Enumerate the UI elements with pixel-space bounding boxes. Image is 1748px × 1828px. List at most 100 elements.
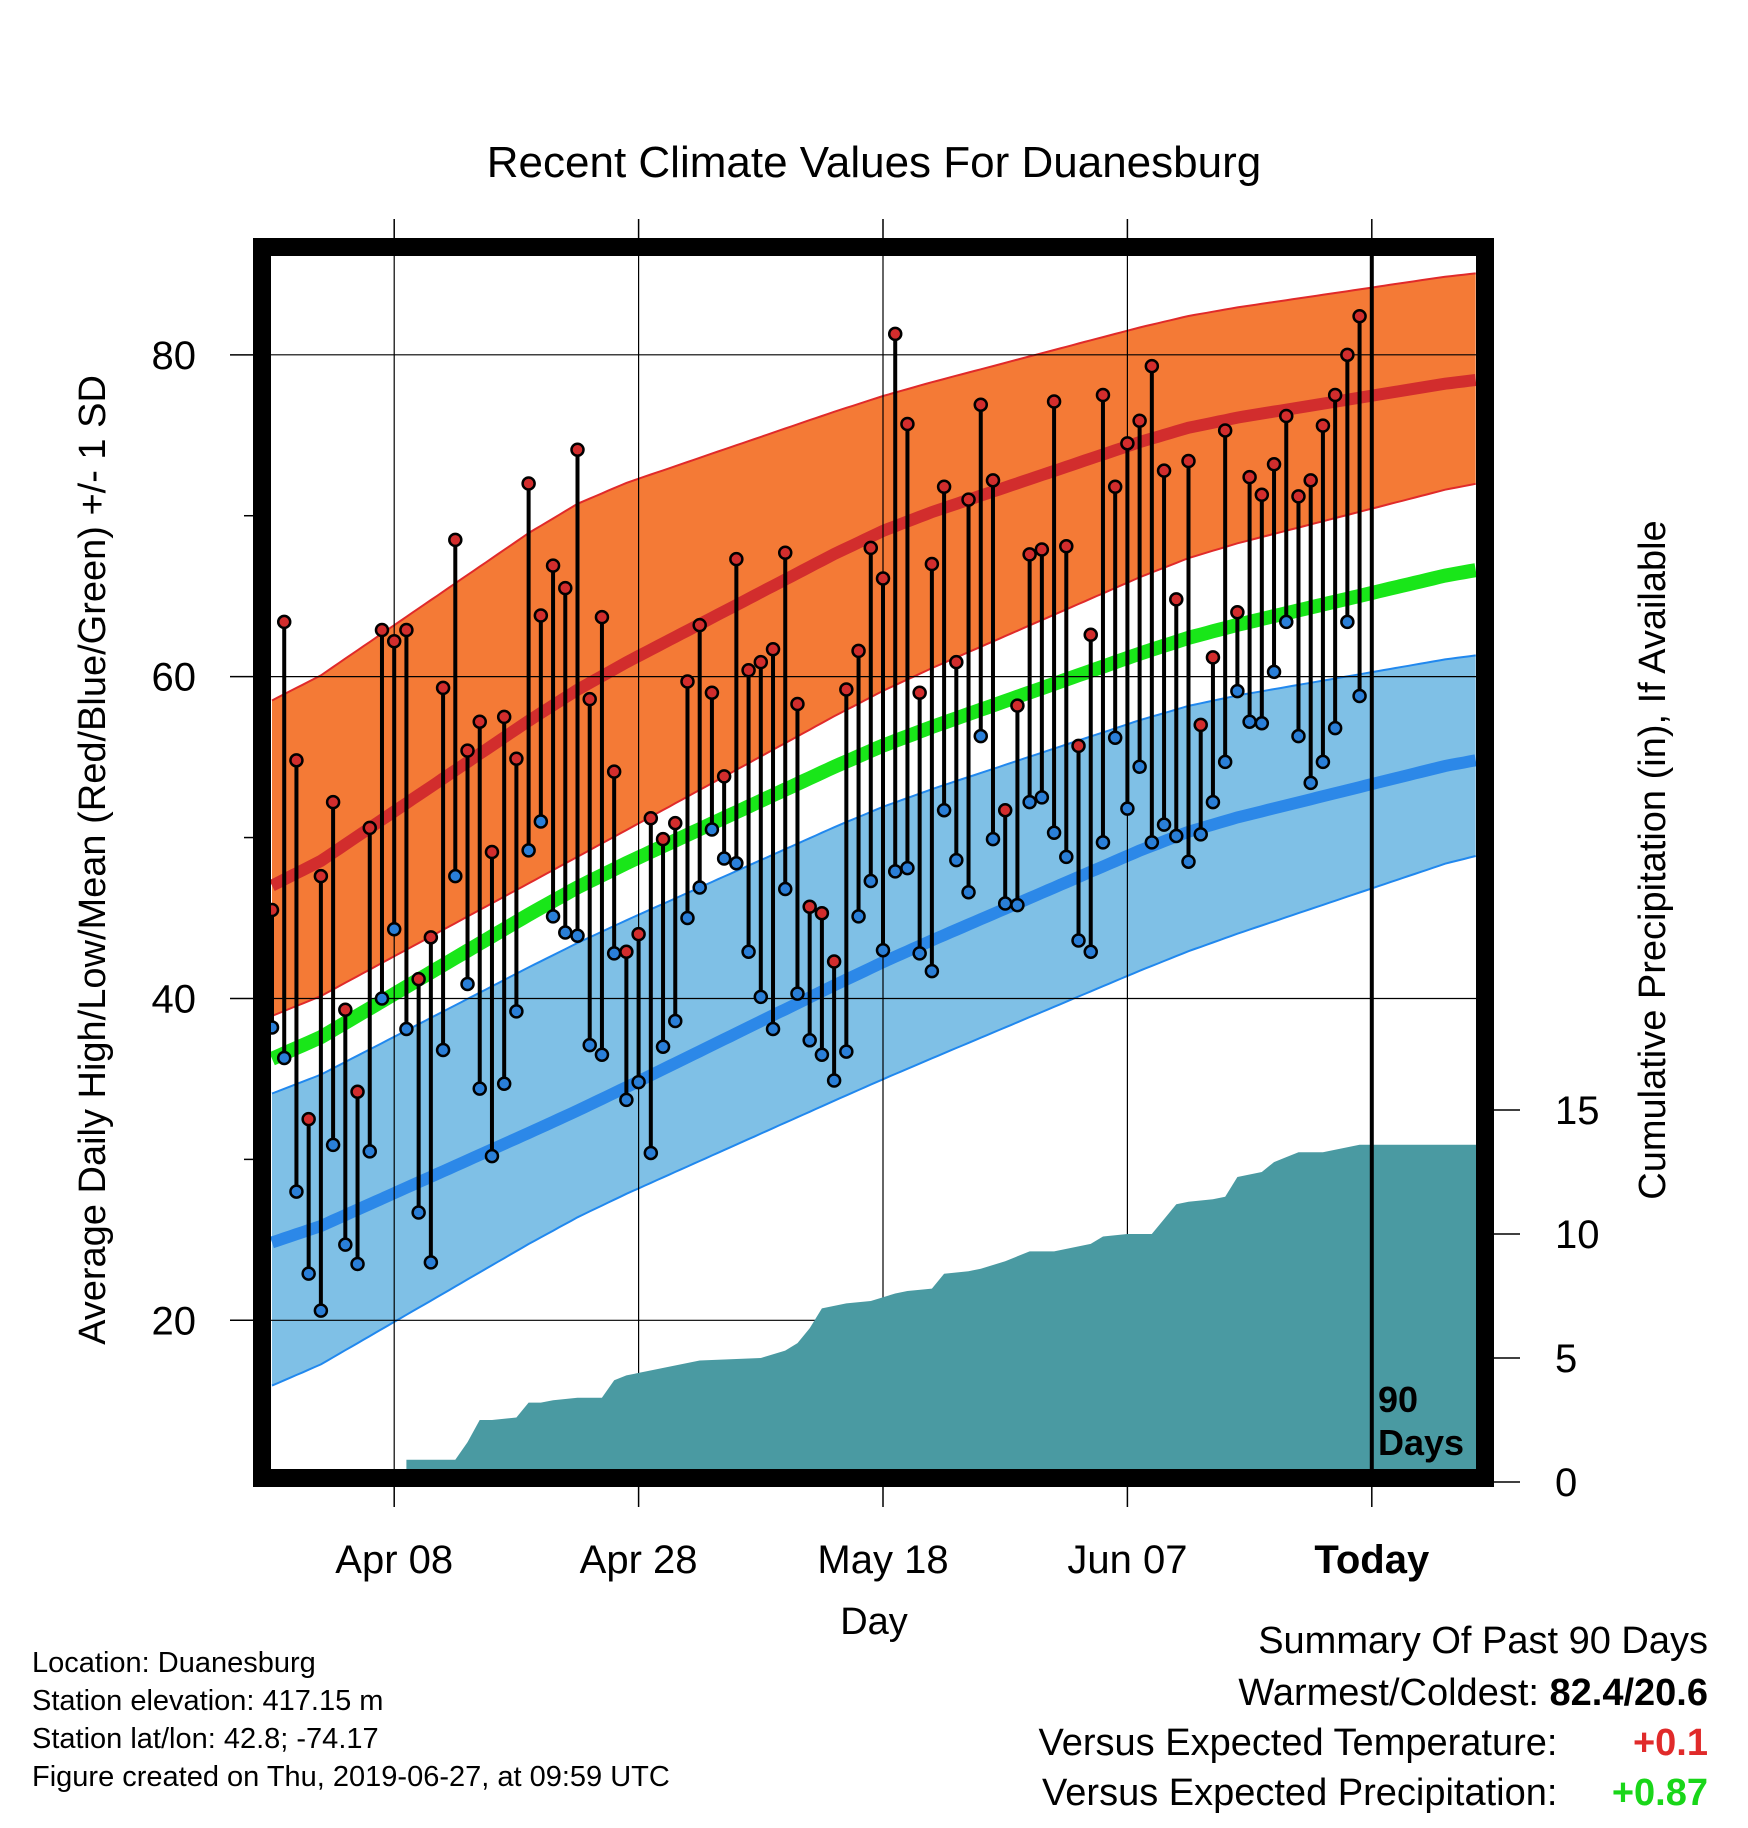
daily-high-point xyxy=(496,709,512,725)
axes: Apr 08 Apr 28 May 18 Jun 07 Today 20 40 60 80 0 5 1… xyxy=(152,219,1600,1582)
high-upper-edge xyxy=(271,272,1476,702)
created-text: Figure created on Thu, 2019-06-27, at 09… xyxy=(32,1761,670,1793)
daily-low-point xyxy=(826,1073,842,1088)
summary-title: Summary Of Past 90 Days xyxy=(1258,1620,1708,1662)
daily-high-point xyxy=(1340,347,1355,363)
daily-high-point xyxy=(949,654,964,670)
daily-low-point xyxy=(558,925,573,940)
daily-high-point xyxy=(521,476,536,491)
daily-low-point xyxy=(1071,933,1086,948)
daily-low-point xyxy=(435,1042,451,1058)
daily-low-point xyxy=(1242,714,1257,729)
daily-high-point xyxy=(411,971,426,987)
daily-low-point xyxy=(1010,897,1025,913)
daily-high-point xyxy=(863,540,879,556)
daily-low-point xyxy=(1120,801,1135,816)
daily-low-point xyxy=(1059,849,1074,865)
daily-high-point xyxy=(802,899,817,915)
daily-high-point xyxy=(1266,456,1282,472)
daily-low-point xyxy=(741,944,756,960)
daily-low-point xyxy=(680,910,695,926)
y2-tick-label: 5 xyxy=(1555,1337,1577,1381)
daily-high-point xyxy=(325,794,341,810)
daily-low-point xyxy=(1327,720,1343,736)
daily-high-point xyxy=(313,868,329,884)
daily-high-point xyxy=(716,769,732,784)
daily-high-point xyxy=(729,551,744,567)
daily-low-point xyxy=(472,1081,487,1096)
precip-area xyxy=(272,1144,1485,1478)
daily-low-point xyxy=(1046,825,1062,840)
daily-high-point xyxy=(619,944,634,960)
daily-low-point xyxy=(362,1144,378,1159)
daily-high-point xyxy=(753,654,769,670)
daily-low-point xyxy=(301,1266,316,1281)
footer-meta: Location: Duanesburg Station elevation: … xyxy=(32,1644,670,1796)
daily-low-point xyxy=(1205,794,1221,810)
daily-low-point xyxy=(448,868,463,884)
precip-value: +0.87 xyxy=(1611,1772,1708,1814)
daily-high-point xyxy=(1217,423,1233,438)
daily-high-point xyxy=(1022,547,1037,562)
daily-low-point xyxy=(1181,854,1196,869)
daily-high-point xyxy=(973,397,989,412)
daily-low-point xyxy=(338,1237,353,1252)
daily-low-point xyxy=(851,909,866,924)
x-tick-label: Jun 07 xyxy=(1067,1538,1187,1582)
normal-low-line xyxy=(270,754,1477,1249)
daily-low-point xyxy=(997,896,1013,911)
daily-high-point xyxy=(631,926,646,942)
precip-label: Versus Expected Precipitation: xyxy=(1042,1772,1558,1814)
daily-high-point xyxy=(1034,542,1050,557)
daily-high-point xyxy=(814,905,830,921)
daily-high-point xyxy=(680,674,695,689)
x-tick-label: Apr 28 xyxy=(580,1538,698,1582)
daily-low-point xyxy=(802,1033,817,1048)
daily-low-point xyxy=(777,881,793,897)
chart-title: Recent Climate Values For Duanesburg xyxy=(487,138,1261,187)
daily-low-point xyxy=(496,1076,512,1092)
daily-low-point xyxy=(692,880,707,895)
daily-high-point xyxy=(1205,650,1221,665)
daily-low-point xyxy=(1291,728,1306,744)
daily-high-point xyxy=(777,545,793,560)
daily-low-point xyxy=(582,1037,597,1053)
temp-value: +0.1 xyxy=(1632,1722,1708,1764)
daily-low-point xyxy=(716,851,732,866)
summary-warm-cold: Warmest/Coldest: 82.4/20.6 xyxy=(1238,1672,1708,1715)
daily-high-point xyxy=(1169,592,1184,607)
location-text: Location: Duanesburg xyxy=(32,1647,316,1679)
daily-high-point xyxy=(1083,627,1098,643)
daily-low-point xyxy=(594,1047,610,1063)
daily-low-point xyxy=(1217,754,1233,770)
daily-high-point xyxy=(509,751,524,766)
daily-low-point xyxy=(1095,835,1111,850)
y2-tick-label: 10 xyxy=(1555,1213,1600,1257)
daily-high-point xyxy=(826,954,842,969)
daily-low-point xyxy=(1340,614,1355,630)
daily-low-point xyxy=(765,1021,781,1037)
daily-high-point xyxy=(423,930,439,945)
daily-high-point xyxy=(1144,358,1160,374)
daily-high-point xyxy=(1315,418,1331,433)
daily-low-point xyxy=(1266,664,1282,680)
daily-low-point xyxy=(1022,794,1037,810)
daily-high-point xyxy=(338,1002,353,1017)
daily-low-point xyxy=(619,1092,634,1108)
y2-tick-label: 15 xyxy=(1555,1089,1600,1133)
daily-high-point xyxy=(558,580,573,596)
x-axis-title: Day xyxy=(840,1601,908,1643)
plot-content xyxy=(262,247,1485,1478)
daily-low-point xyxy=(570,928,585,943)
daily-high-point xyxy=(435,680,451,696)
daily-high-point xyxy=(472,714,487,729)
daily-low-point xyxy=(924,963,940,979)
daily-high-point xyxy=(1132,413,1147,429)
daily-high-point xyxy=(350,1084,365,1100)
low-lower-edge xyxy=(271,855,1476,1387)
daily-low-point xyxy=(1193,827,1208,842)
daily-low-point xyxy=(1034,790,1050,805)
daily-low-point xyxy=(1352,688,1367,704)
daily-low-point xyxy=(1230,683,1245,699)
daily-high-point xyxy=(790,696,805,712)
